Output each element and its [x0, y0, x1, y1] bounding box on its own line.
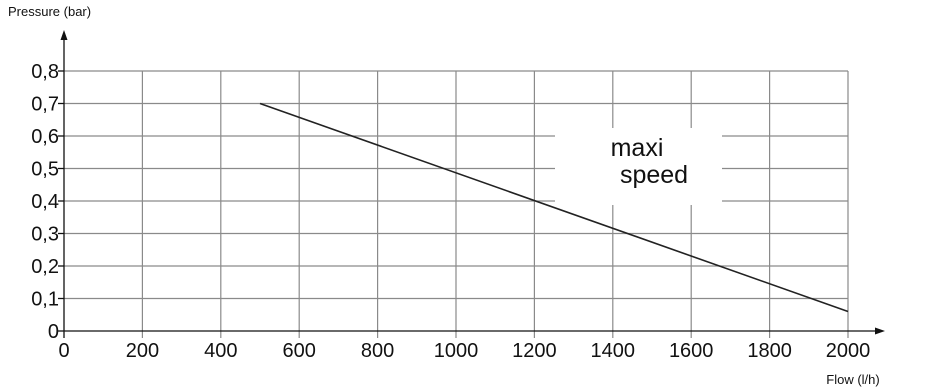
y-tick-label: 0,6	[31, 126, 59, 148]
y-tick-labels: 0 0,1 0,2 0,3 0,4 0,5 0,6 0,7 0,8	[31, 61, 59, 343]
grid	[58, 70, 849, 338]
y-tick-label: 0	[48, 321, 59, 343]
y-tick-label: 0,2	[31, 256, 59, 278]
x-axis-label: Flow (l/h)	[826, 372, 879, 387]
annotation-background	[555, 128, 722, 205]
x-tick-label: 600	[283, 340, 316, 362]
x-tick-label: 1400	[591, 340, 636, 362]
y-tick-label: 0,8	[31, 61, 59, 83]
x-tick-label: 400	[204, 340, 237, 362]
y-tick-label: 0,5	[31, 159, 59, 181]
series-line-0	[259, 102, 849, 313]
x-tick-label: 1200	[512, 340, 557, 362]
x-tick-label: 2000	[826, 340, 871, 362]
axes	[60, 30, 885, 335]
x-tick-label: 800	[361, 340, 394, 362]
x-tick-label: 1600	[669, 340, 714, 362]
y-tick-label: 0,7	[31, 94, 59, 116]
y-axis-arrow	[60, 30, 68, 40]
series	[259, 102, 849, 313]
annotation-line-1: maxi	[611, 134, 664, 162]
x-tick-label: 0	[58, 340, 69, 362]
x-axis-arrow	[875, 327, 885, 335]
x-tick-labels: 0 200 400 600 800 1000 1200 1400 1600 1800 2000	[58, 340, 870, 362]
annotation-line-2: speed	[620, 161, 688, 189]
x-tick-label: 1800	[747, 340, 792, 362]
x-tick-label: 1000	[434, 340, 479, 362]
y-tick-label: 0,4	[31, 191, 59, 213]
y-tick-label: 0,3	[31, 224, 59, 246]
y-axis-label: Pressure (bar)	[8, 4, 91, 19]
x-tick-label: 200	[126, 340, 159, 362]
y-tick-label: 0,1	[31, 289, 59, 311]
